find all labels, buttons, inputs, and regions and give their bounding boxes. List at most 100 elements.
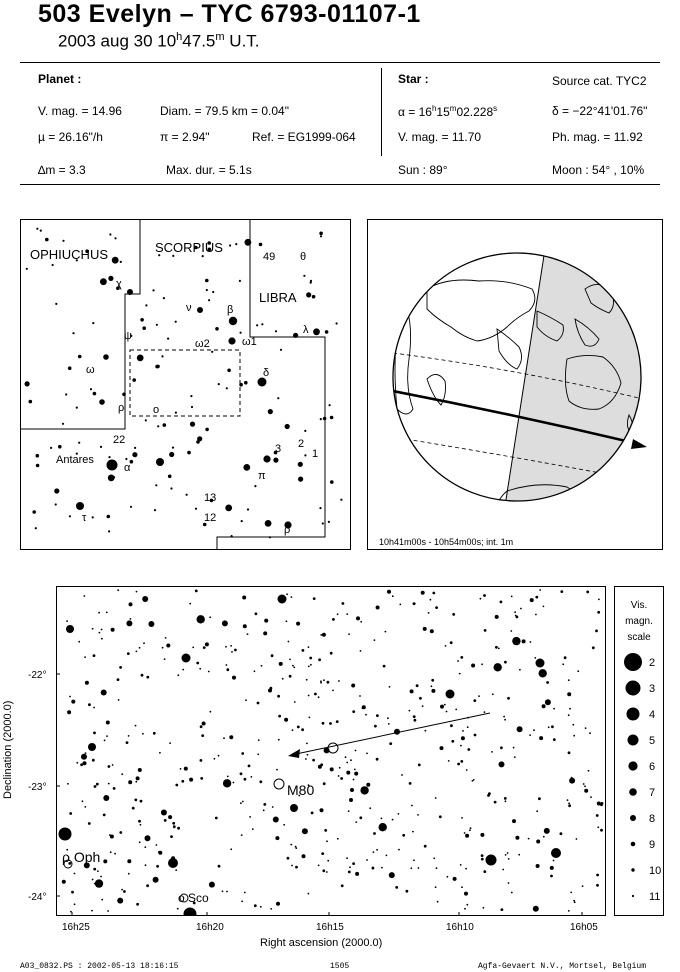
detail-star (427, 612, 430, 614)
detail-star (480, 857, 484, 861)
finder-star (134, 446, 137, 449)
star-heading: Star : (398, 72, 429, 86)
detail-star (444, 645, 447, 647)
detail-star (387, 589, 391, 594)
finder-star (273, 450, 278, 455)
planet-motion: µ = 26.16"/h (38, 130, 103, 144)
detail-star (166, 643, 171, 648)
finder-star (254, 485, 257, 488)
detail-star (354, 749, 357, 752)
finder-star (244, 238, 252, 246)
detail-star (84, 680, 89, 685)
detail-star (102, 813, 106, 817)
detail-star (126, 652, 130, 655)
detail-star (459, 864, 462, 866)
detail-star (341, 602, 345, 605)
detail-star (117, 897, 124, 904)
detail-star (491, 693, 494, 696)
detail-star (292, 664, 294, 667)
finder-bright-star (127, 289, 133, 295)
detail-star (100, 628, 103, 631)
finder-star (129, 459, 134, 464)
detail-star (281, 677, 284, 680)
detail-star (460, 744, 462, 747)
detail-star (253, 904, 257, 908)
finder-star (28, 399, 33, 404)
detail-star (278, 714, 281, 718)
mag-scale-dot-3 (625, 680, 641, 696)
detail-star (450, 724, 453, 728)
detail-star (91, 909, 93, 912)
detail-star (512, 746, 515, 749)
detail-star (121, 888, 123, 891)
detail-star (546, 681, 549, 684)
finder-star (62, 239, 65, 242)
detail-star (464, 891, 468, 896)
finder-star (258, 242, 263, 247)
detail-star (549, 865, 554, 870)
finder-star (235, 243, 238, 246)
detail-star (532, 905, 539, 912)
detail-star (250, 776, 253, 778)
detail-star (221, 890, 224, 893)
finder-star (246, 508, 250, 511)
star-label-rho: ρ (118, 402, 124, 414)
detail-star (567, 679, 570, 682)
finder-star (190, 395, 193, 398)
finder-star (244, 380, 248, 385)
detail-star (158, 850, 163, 855)
detail-star (510, 891, 513, 894)
detail-star (177, 826, 180, 830)
detail-star (352, 778, 355, 781)
star-label-nu: ν (186, 302, 192, 314)
detail-star (387, 723, 390, 725)
finder-star (67, 366, 72, 370)
finder-star (227, 368, 231, 373)
detail-star (329, 651, 333, 655)
detail-star (234, 648, 237, 652)
finder-star (167, 337, 170, 340)
detail-star (91, 627, 94, 630)
detail-star (347, 810, 350, 812)
detail-star (103, 739, 106, 742)
planet-diameter: Diam. = 79.5 km = 0.04" (160, 104, 289, 118)
constellation-boundaries (20, 219, 326, 550)
detail-star (194, 589, 198, 593)
detail-star (338, 680, 340, 682)
detail-star (139, 799, 143, 803)
finder-star (328, 404, 331, 407)
detail-star (294, 845, 297, 848)
detail-star (346, 761, 349, 764)
detail-star (241, 900, 244, 903)
info-bottom-rule (20, 184, 660, 185)
detail-star (142, 732, 144, 735)
detail-star (263, 631, 268, 636)
detail-star (372, 851, 375, 853)
finder-star (174, 320, 177, 323)
detail-star (498, 761, 505, 768)
detail-star (251, 828, 254, 830)
detail-star (117, 589, 120, 592)
y-tick-minus22: -22° (28, 670, 46, 681)
detail-star (373, 832, 376, 835)
object-m80 (273, 778, 285, 790)
detail-star (138, 819, 141, 823)
detail-star (213, 757, 216, 760)
finder-star (205, 278, 209, 283)
y-tick-minus23: -23° (28, 782, 46, 793)
star-label-delta: δ (263, 367, 269, 379)
detail-star (504, 718, 506, 721)
star-label-13: 13 (204, 492, 216, 504)
detail-star (535, 613, 537, 616)
detail-star (504, 660, 507, 664)
moon-elongation: Moon : 54° , 10% (552, 163, 645, 177)
detail-star (172, 825, 176, 829)
detail-star (410, 867, 413, 870)
detail-star (586, 590, 590, 594)
detail-star (535, 864, 540, 868)
detail-star (164, 637, 167, 639)
detail-star (317, 696, 320, 699)
detail-star (417, 867, 420, 869)
detail-star (91, 758, 95, 762)
detail-star (135, 590, 138, 593)
